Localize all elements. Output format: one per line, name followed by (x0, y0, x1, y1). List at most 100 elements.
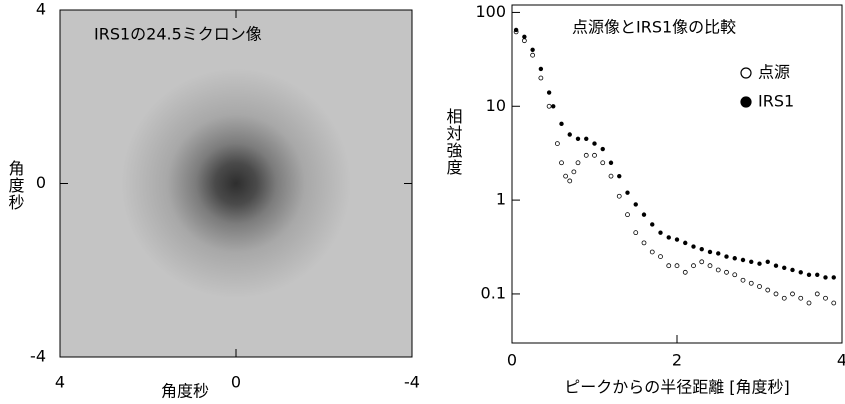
data-point (522, 34, 527, 39)
data-point (559, 160, 564, 166)
data-point (658, 254, 663, 259)
x-tick-label: 2 (672, 351, 682, 370)
y-tick-label: 10 (486, 96, 506, 115)
data-point (806, 300, 812, 306)
data-point (765, 287, 771, 293)
x-tick-label: 4 (837, 351, 845, 370)
data-point (641, 212, 647, 217)
data-point (831, 300, 837, 306)
data-point (571, 169, 577, 175)
data-point (608, 173, 614, 179)
data-point (732, 256, 737, 261)
data-point (806, 272, 812, 277)
x-axis-label: 角度秒 (161, 382, 209, 401)
data-point (814, 291, 820, 297)
data-point (575, 136, 581, 142)
data-point (600, 160, 606, 166)
data-point (658, 230, 663, 235)
data-point (538, 75, 544, 81)
y-axis-label: 相対強度 (444, 108, 463, 176)
data-point (724, 254, 729, 259)
data-point (716, 251, 721, 256)
data-point (592, 141, 597, 146)
data-point (567, 132, 572, 137)
data-point (831, 275, 836, 280)
data-point (554, 141, 560, 147)
data-point (567, 178, 573, 184)
y-tick-label: 4 (36, 0, 46, 19)
data-point (625, 190, 630, 195)
data-point (584, 136, 589, 142)
data-point (674, 237, 680, 242)
data-point (583, 152, 589, 158)
data-point (740, 257, 746, 263)
data-point (773, 291, 779, 297)
x-tick-label: 4 (55, 373, 65, 392)
data-point (575, 160, 581, 166)
data-point (765, 259, 770, 265)
data-point (773, 263, 779, 268)
data-point (749, 259, 754, 265)
y-tick-label: 100 (475, 2, 506, 21)
legend-marker (740, 67, 752, 79)
data-point (674, 263, 680, 269)
data-point (513, 27, 519, 33)
data-point (732, 272, 738, 278)
data-point (691, 263, 696, 269)
data-point (563, 173, 569, 179)
data-point (538, 66, 544, 72)
y-tick-label: -4 (30, 347, 46, 366)
chart-title: IRS1の24.5ミクロン像 (94, 25, 262, 44)
data-point (592, 152, 597, 158)
x-axis-label: ピークからの半径距離 [角度秒] (564, 378, 790, 397)
data-point (683, 240, 688, 246)
data-point (748, 280, 754, 286)
legend-label: 点源 (758, 63, 790, 82)
data-point (707, 249, 713, 255)
data-point (666, 235, 671, 240)
data-point (616, 193, 622, 199)
data-point (633, 202, 638, 207)
y-tick-label: 0.1 (481, 283, 506, 302)
data-point (641, 240, 647, 246)
data-point (707, 263, 713, 269)
data-point (798, 295, 804, 301)
data-point (650, 222, 655, 227)
data-point (530, 52, 536, 58)
data-point (617, 173, 622, 179)
data-point (699, 246, 704, 252)
x-tick-label: -4 (404, 373, 420, 392)
data-point (691, 244, 696, 249)
data-point (740, 277, 746, 283)
data-point (823, 275, 828, 280)
chart-title: 点源像とIRS1像の比較 (572, 18, 736, 37)
data-point (699, 259, 705, 265)
data-point (790, 267, 795, 273)
data-point (715, 267, 721, 273)
y-axis-label: 角度秒 (6, 160, 25, 211)
data-point (798, 270, 803, 275)
data-point (608, 160, 614, 165)
data-point (559, 121, 564, 127)
data-point (551, 104, 556, 109)
data-point (682, 269, 688, 275)
y-tick-label: 0 (36, 173, 46, 192)
data-point (781, 295, 787, 301)
data-point (530, 47, 535, 52)
legend-marker (740, 96, 752, 108)
data-point (633, 230, 639, 236)
data-point (625, 212, 630, 218)
data-point (790, 291, 795, 297)
data-point (649, 249, 655, 255)
data-point (724, 269, 729, 275)
data-point (666, 263, 672, 269)
x-tick-label: 0 (231, 373, 241, 392)
data-point (521, 38, 527, 44)
data-point (546, 103, 552, 109)
data-point (546, 90, 552, 95)
data-point (757, 261, 762, 266)
y-tick-label: 1 (496, 190, 506, 209)
data-point (600, 146, 605, 152)
